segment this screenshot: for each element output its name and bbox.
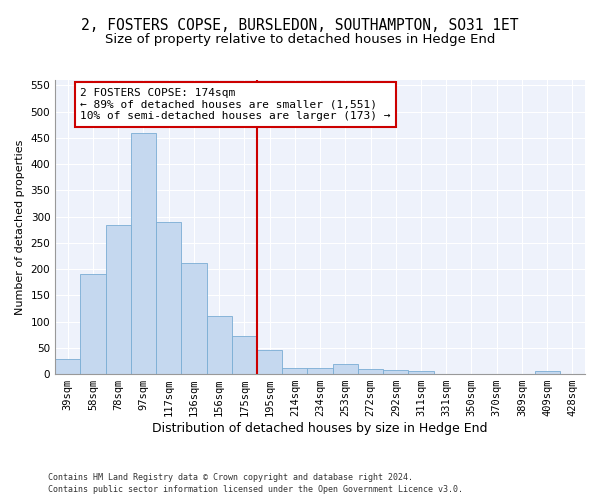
Y-axis label: Number of detached properties: Number of detached properties xyxy=(15,140,25,314)
Bar xyxy=(106,225,131,374)
Bar xyxy=(409,372,434,374)
Bar xyxy=(282,368,307,374)
Bar xyxy=(257,350,282,374)
Text: 2 FOSTERS COPSE: 174sqm
← 89% of detached houses are smaller (1,551)
10% of semi: 2 FOSTERS COPSE: 174sqm ← 89% of detache… xyxy=(80,88,391,121)
Bar xyxy=(181,263,206,374)
Bar xyxy=(156,222,181,374)
Text: Contains public sector information licensed under the Open Government Licence v3: Contains public sector information licen… xyxy=(48,485,463,494)
Bar xyxy=(307,368,332,374)
X-axis label: Distribution of detached houses by size in Hedge End: Distribution of detached houses by size … xyxy=(152,422,488,435)
Bar xyxy=(383,370,409,374)
Bar xyxy=(332,364,358,374)
Bar xyxy=(232,336,257,374)
Bar xyxy=(206,316,232,374)
Bar xyxy=(131,133,156,374)
Bar xyxy=(358,369,383,374)
Bar xyxy=(80,274,106,374)
Text: Size of property relative to detached houses in Hedge End: Size of property relative to detached ho… xyxy=(105,32,495,46)
Text: Contains HM Land Registry data © Crown copyright and database right 2024.: Contains HM Land Registry data © Crown c… xyxy=(48,472,413,482)
Text: 2, FOSTERS COPSE, BURSLEDON, SOUTHAMPTON, SO31 1ET: 2, FOSTERS COPSE, BURSLEDON, SOUTHAMPTON… xyxy=(81,18,519,32)
Bar xyxy=(55,360,80,374)
Bar xyxy=(535,372,560,374)
